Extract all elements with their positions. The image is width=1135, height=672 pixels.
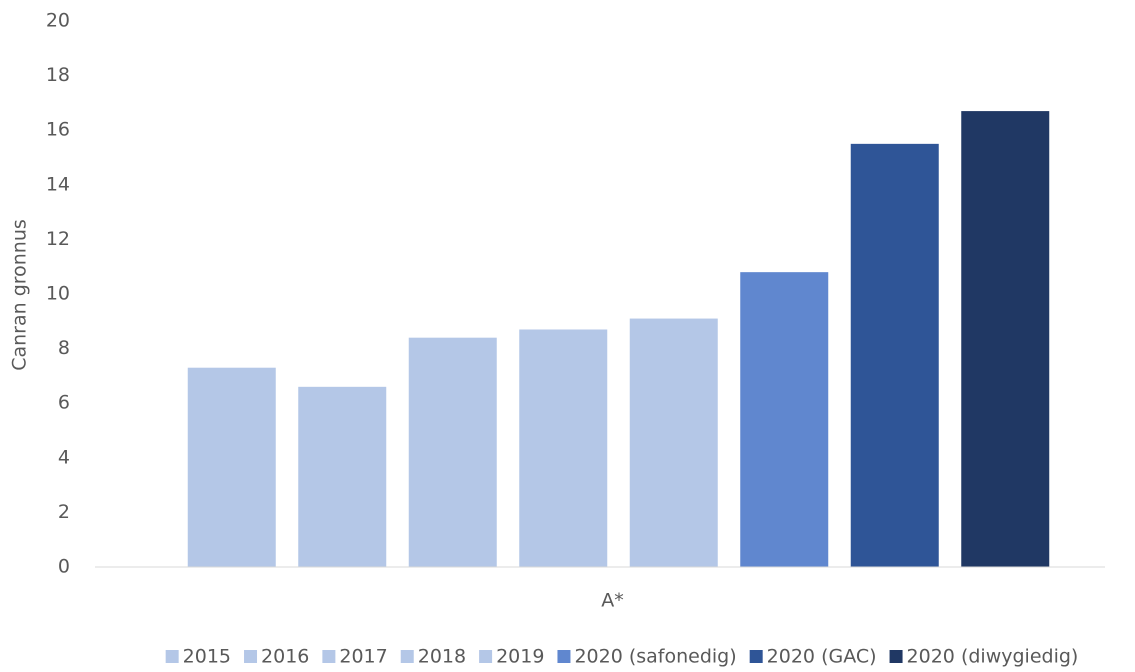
bar	[298, 386, 387, 567]
legend-swatch	[479, 650, 493, 663]
legend-label: 2018	[418, 646, 466, 668]
y-tick-label: 8	[58, 337, 70, 359]
legend-label: 2020 (safonedig)	[574, 646, 736, 668]
legend-swatch	[165, 650, 179, 663]
legend-swatch	[557, 650, 571, 663]
y-tick-label: 10	[46, 283, 70, 305]
legend-label: 2015	[183, 646, 231, 668]
legend-swatch	[889, 650, 903, 663]
y-tick-label: 12	[46, 228, 70, 250]
legend-label: 2019	[496, 646, 544, 668]
y-tick-label: 0	[58, 556, 70, 578]
y-axis-label: Canran gronnus	[9, 219, 31, 371]
bar	[740, 272, 829, 567]
legend-label: 2017	[339, 646, 387, 668]
y-tick-label: 14	[46, 173, 70, 195]
y-tick-label: 6	[58, 392, 70, 414]
y-tick-label: 18	[46, 64, 70, 86]
bar	[408, 337, 497, 567]
bar	[187, 367, 276, 567]
x-tick-label: A*	[601, 590, 624, 612]
y-tick-label: 16	[46, 119, 70, 141]
bar	[850, 143, 939, 567]
bar	[519, 329, 608, 567]
bar	[961, 111, 1050, 567]
legend-swatch	[244, 650, 258, 663]
legend-label: 2016	[261, 646, 309, 668]
legend-label: 2020 (GAC)	[767, 646, 877, 668]
y-tick-label: 4	[58, 446, 70, 468]
legend-label: 2020 (diwygiedig)	[907, 646, 1079, 668]
y-tick-label: 20	[46, 10, 70, 32]
y-tick-label: 2	[58, 501, 70, 523]
bar	[629, 318, 718, 567]
legend-swatch	[400, 650, 414, 663]
legend-swatch	[749, 650, 763, 663]
legend-swatch	[322, 650, 336, 663]
